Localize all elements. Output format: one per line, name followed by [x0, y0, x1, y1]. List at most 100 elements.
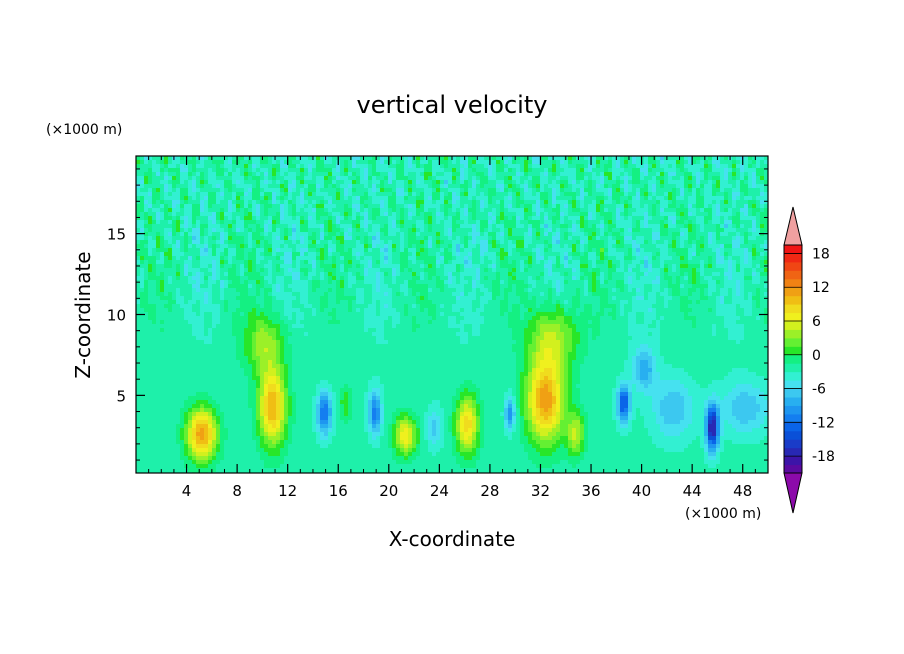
field-cell [356, 176, 361, 181]
field-cell [212, 268, 217, 273]
field-cell [624, 196, 629, 201]
field-cell [408, 276, 413, 281]
field-cell [580, 228, 585, 233]
field-cell [612, 236, 617, 241]
field-cell [572, 184, 577, 189]
field-cell [412, 268, 417, 273]
field-cell [540, 272, 545, 277]
field-cell [200, 196, 205, 201]
field-cell [500, 200, 505, 205]
field-cell [232, 176, 237, 181]
field-cell [716, 248, 721, 253]
field-cell [672, 264, 677, 269]
field-cell [384, 188, 389, 193]
field-cell [440, 180, 445, 185]
field-cell [364, 216, 369, 221]
field-cell [480, 280, 485, 285]
field-cell [508, 272, 513, 277]
field-cell [392, 224, 397, 229]
field-cell [704, 236, 709, 241]
field-cell [512, 172, 517, 177]
field-cell [136, 188, 141, 193]
field-cell [392, 168, 397, 173]
field-cell [372, 224, 377, 229]
field-cell [332, 164, 337, 169]
field-cell [416, 232, 421, 237]
field-cell [396, 156, 401, 161]
field-cell [456, 256, 461, 261]
field-cell [360, 172, 365, 177]
field-cell [584, 184, 589, 189]
field-cell [752, 172, 757, 177]
field-cell [596, 168, 601, 173]
field-cell [600, 212, 605, 217]
field-cell [216, 156, 221, 161]
field-cell [712, 172, 717, 177]
field-cell [396, 188, 401, 193]
field-cell [324, 192, 329, 197]
field-cell [592, 160, 597, 165]
field-cell [608, 260, 613, 265]
field-cell [216, 216, 221, 221]
field-cell [648, 192, 653, 197]
field-cell [308, 244, 313, 249]
field-cell [512, 268, 517, 273]
field-cell [320, 172, 325, 177]
field-cell [752, 272, 757, 277]
field-cell [728, 240, 733, 245]
field-cell [740, 196, 745, 201]
field-cell [524, 240, 529, 245]
field-cell [200, 168, 205, 173]
field-cell [468, 176, 473, 181]
field-cell [652, 176, 657, 181]
field-cell [428, 168, 433, 173]
field-cell [600, 208, 605, 213]
field-cell [312, 216, 317, 221]
field-cell [428, 256, 433, 261]
field-cell [616, 168, 621, 173]
field-cell [592, 200, 597, 205]
field-cell [552, 192, 557, 197]
field-cell [680, 256, 685, 261]
field-cell [452, 232, 457, 237]
field-cell [208, 224, 213, 229]
field-cell [428, 272, 433, 277]
field-cell [744, 232, 749, 237]
field-cell [260, 176, 265, 181]
field-cell [724, 184, 729, 189]
field-cell [156, 176, 161, 181]
field-cell [484, 184, 489, 189]
field-cell [344, 184, 349, 189]
field-cell [604, 164, 609, 169]
field-cell [308, 176, 313, 181]
field-cell [160, 212, 165, 217]
field-cell [152, 184, 157, 189]
field-cell [624, 236, 629, 241]
field-cell [276, 224, 281, 229]
field-cell [324, 272, 329, 277]
field-cell [584, 160, 589, 165]
field-cell [152, 204, 157, 209]
field-cell [624, 244, 629, 249]
field-cell [656, 244, 661, 249]
field-cell [456, 272, 461, 277]
field-cell [336, 232, 341, 237]
field-cell [676, 172, 681, 177]
field-cell [452, 224, 457, 229]
field-cell [452, 208, 457, 213]
field-cell [212, 228, 217, 233]
field-cell [344, 232, 349, 237]
field-cell [304, 244, 309, 249]
field-cell [368, 260, 373, 265]
field-cell [384, 244, 389, 249]
field-cell [656, 204, 661, 209]
field-cell [484, 276, 489, 281]
field-cell [336, 252, 341, 257]
field-cell [316, 192, 321, 197]
field-cell [672, 204, 677, 209]
field-cell [692, 188, 697, 193]
field-cell [728, 260, 733, 265]
field-cell [576, 224, 581, 229]
field-cell [476, 164, 481, 169]
field-cell [736, 276, 741, 281]
